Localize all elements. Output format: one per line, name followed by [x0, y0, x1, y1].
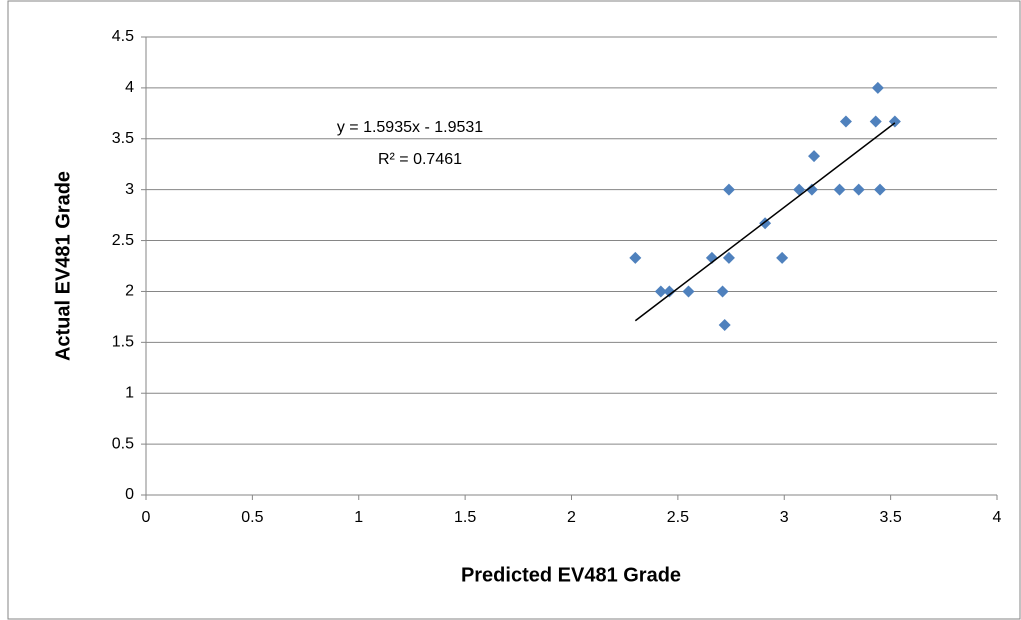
x-tick-label: 4 — [993, 509, 1002, 526]
point — [873, 183, 886, 196]
y-tick-label: 4 — [125, 79, 134, 96]
x-tick-label: 0.5 — [241, 509, 263, 526]
point — [808, 150, 821, 163]
point — [805, 183, 818, 196]
y-tick-label: 0.5 — [112, 435, 134, 452]
point — [716, 285, 729, 298]
point — [663, 285, 676, 298]
point — [718, 319, 731, 332]
y-tick-label: 2 — [125, 283, 134, 300]
point — [722, 183, 735, 196]
x-tick-label: 2.5 — [667, 509, 689, 526]
x-tick-label: 2 — [567, 509, 576, 526]
point — [852, 183, 865, 196]
point — [629, 251, 642, 264]
x-tick-label: 0 — [142, 509, 151, 526]
chart-border — [7, 0, 1021, 620]
point — [871, 81, 884, 94]
y-tick-label: 3 — [125, 181, 134, 198]
equation-label: y = 1.5935x - 1.9531 — [337, 119, 483, 136]
point — [793, 183, 806, 196]
y-tick-label: 1.5 — [112, 334, 134, 351]
y-tick-label: 2.5 — [112, 232, 134, 249]
y-tick-label: 1 — [125, 384, 134, 401]
point — [776, 251, 789, 264]
y-axis-title: Actual EV481 Grade — [52, 171, 74, 361]
x-tick-label: 1 — [354, 509, 363, 526]
point — [654, 285, 667, 298]
y-tick-label: 3.5 — [112, 130, 134, 147]
x-tick-label: 1.5 — [454, 509, 476, 526]
trendline — [634, 122, 896, 322]
point — [682, 285, 695, 298]
x-tick-label: 3 — [780, 509, 789, 526]
point — [839, 115, 852, 128]
point — [869, 115, 882, 128]
point — [833, 183, 846, 196]
y-tick-label: 0 — [125, 486, 134, 503]
point — [722, 251, 735, 264]
y-tick-label: 4.5 — [112, 28, 134, 45]
x-tick-label: 3.5 — [880, 509, 902, 526]
r-squared-label: R² = 0.7461 — [378, 151, 462, 168]
x-axis-title: Predicted EV481 Grade — [461, 564, 681, 586]
